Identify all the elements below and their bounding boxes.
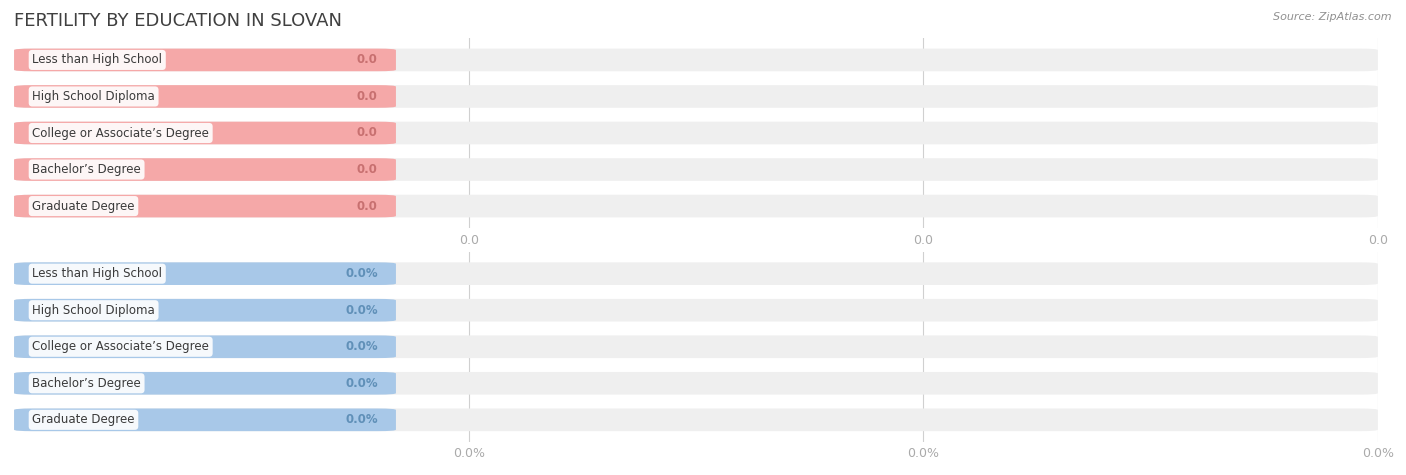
Text: College or Associate’s Degree: College or Associate’s Degree	[32, 126, 209, 140]
Text: 0.0%: 0.0%	[344, 304, 378, 317]
Text: 0.0: 0.0	[357, 126, 378, 140]
Text: FERTILITY BY EDUCATION IN SLOVAN: FERTILITY BY EDUCATION IN SLOVAN	[14, 12, 342, 30]
FancyBboxPatch shape	[14, 372, 1378, 395]
FancyBboxPatch shape	[14, 158, 1378, 181]
Text: Less than High School: Less than High School	[32, 53, 162, 67]
FancyBboxPatch shape	[14, 262, 1378, 285]
Text: Graduate Degree: Graduate Degree	[32, 200, 135, 213]
Text: Bachelor’s Degree: Bachelor’s Degree	[32, 377, 141, 390]
FancyBboxPatch shape	[14, 299, 1378, 322]
FancyBboxPatch shape	[14, 335, 396, 358]
FancyBboxPatch shape	[14, 408, 1378, 431]
Text: College or Associate’s Degree: College or Associate’s Degree	[32, 340, 209, 353]
Text: 0.0%: 0.0%	[344, 413, 378, 427]
FancyBboxPatch shape	[14, 335, 1378, 358]
Text: Graduate Degree: Graduate Degree	[32, 413, 135, 427]
FancyBboxPatch shape	[14, 158, 396, 181]
FancyBboxPatch shape	[14, 122, 396, 144]
FancyBboxPatch shape	[14, 408, 396, 431]
FancyBboxPatch shape	[14, 262, 396, 285]
FancyBboxPatch shape	[14, 299, 396, 322]
FancyBboxPatch shape	[14, 372, 396, 395]
Text: 0.0%: 0.0%	[344, 340, 378, 353]
Text: 0.0%: 0.0%	[344, 267, 378, 280]
Text: Less than High School: Less than High School	[32, 267, 162, 280]
Text: High School Diploma: High School Diploma	[32, 90, 155, 103]
FancyBboxPatch shape	[14, 85, 1378, 108]
FancyBboxPatch shape	[14, 195, 396, 218]
Text: 0.0%: 0.0%	[344, 377, 378, 390]
Text: Source: ZipAtlas.com: Source: ZipAtlas.com	[1274, 12, 1392, 22]
Text: 0.0: 0.0	[357, 200, 378, 213]
FancyBboxPatch shape	[14, 48, 1378, 71]
FancyBboxPatch shape	[14, 122, 1378, 144]
Text: High School Diploma: High School Diploma	[32, 304, 155, 317]
FancyBboxPatch shape	[14, 85, 396, 108]
FancyBboxPatch shape	[14, 48, 396, 71]
Text: 0.0: 0.0	[357, 90, 378, 103]
Text: Bachelor’s Degree: Bachelor’s Degree	[32, 163, 141, 176]
Text: 0.0: 0.0	[357, 163, 378, 176]
Text: 0.0: 0.0	[357, 53, 378, 67]
FancyBboxPatch shape	[14, 195, 1378, 218]
